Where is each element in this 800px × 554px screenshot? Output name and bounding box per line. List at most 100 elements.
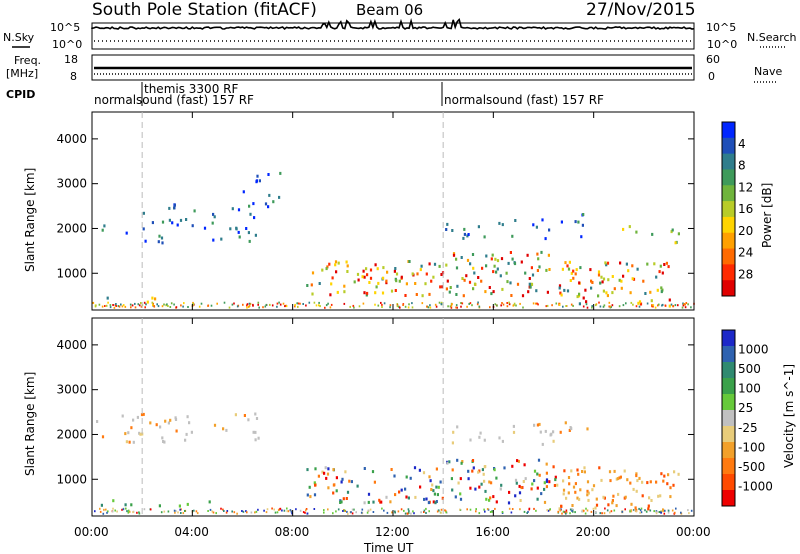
heatmap-cell	[450, 304, 453, 307]
heatmap-cell	[184, 438, 187, 442]
heatmap-cell	[568, 482, 571, 486]
colorbar-tick-label: 12	[738, 180, 753, 194]
heatmap-cell	[409, 476, 412, 480]
heatmap-cell	[192, 303, 195, 306]
heatmap-cell	[661, 304, 663, 307]
heatmap-cell	[377, 281, 380, 285]
heatmap-cell	[237, 208, 241, 212]
heatmap-cell	[660, 286, 663, 290]
heatmap-cell	[635, 472, 638, 476]
heatmap-cell	[358, 305, 361, 308]
colorbar-swatch	[722, 122, 735, 139]
heatmap-cell	[371, 470, 375, 474]
heatmap-cell	[431, 483, 434, 487]
heatmap-cell	[222, 508, 224, 511]
heatmap-cell	[619, 261, 622, 265]
heatmap-cell	[535, 289, 538, 293]
heatmap-cell	[445, 228, 448, 231]
heatmap-cell	[247, 231, 250, 235]
heatmap-cell	[420, 264, 423, 268]
heatmap-cell	[483, 508, 485, 511]
heatmap-cell	[308, 301, 311, 304]
heatmap-cell	[644, 292, 647, 295]
heatmap-cell	[452, 430, 455, 434]
heatmap-cell	[311, 271, 315, 275]
heatmap-cell	[209, 508, 212, 511]
heatmap-cell	[455, 304, 458, 307]
heatmap-cell	[242, 303, 244, 306]
heatmap-cell	[609, 305, 612, 308]
heatmap-cell	[667, 509, 670, 512]
heatmap-cell	[353, 280, 356, 284]
heatmap-cell	[467, 469, 470, 473]
heatmap-cell	[549, 508, 551, 511]
heatmap-cell	[249, 212, 252, 216]
heatmap-cell	[257, 508, 259, 511]
colorbar-tick-label: -500	[738, 460, 765, 474]
heatmap-cell	[391, 511, 393, 514]
heatmap-cell	[152, 302, 154, 305]
nsky-trace	[91, 17, 695, 30]
heatmap-cell	[415, 293, 418, 296]
heatmap-cell	[252, 430, 255, 434]
heatmap-cell	[468, 280, 472, 284]
heatmap-cell	[582, 213, 585, 216]
heatmap-cell	[610, 510, 613, 513]
colorbar-tick-label: 500	[738, 362, 761, 376]
colorbar-swatch	[722, 264, 735, 281]
heatmap-cell	[469, 262, 472, 266]
heatmap-cell	[105, 304, 108, 307]
heatmap-cell	[564, 261, 567, 265]
heatmap-cell	[254, 430, 257, 434]
heatmap-cell	[546, 304, 549, 307]
heatmap-cell	[167, 305, 169, 307]
heatmap-cell	[125, 231, 128, 235]
heatmap-cell	[429, 306, 432, 309]
heatmap-cell	[480, 482, 483, 486]
heatmap-cell	[662, 479, 665, 483]
heatmap-cell	[328, 262, 331, 266]
heatmap-cell	[591, 281, 594, 284]
heatmap-cell	[283, 509, 286, 512]
heatmap-cell	[369, 268, 373, 272]
heatmap-cell	[585, 303, 588, 306]
heatmap-cell	[519, 508, 521, 511]
heatmap-cell	[243, 414, 246, 417]
heatmap-cell	[496, 259, 500, 263]
colorbar-tick-label: -25	[738, 421, 758, 435]
heatmap-cell	[559, 291, 562, 295]
heatmap-cell	[449, 286, 452, 289]
heatmap-cell	[690, 509, 693, 512]
heatmap-cell	[602, 305, 605, 308]
heatmap-cell	[465, 274, 468, 278]
heatmap-cell	[456, 306, 458, 309]
x-axis-label: Time UT	[363, 541, 414, 554]
heatmap-cell	[508, 301, 510, 304]
heatmap-cell	[318, 301, 320, 304]
heatmap-cell	[444, 509, 447, 512]
heatmap-cell	[611, 291, 614, 295]
heatmap-cell	[362, 269, 365, 273]
heatmap-cell	[477, 225, 480, 229]
heatmap-cell	[132, 511, 134, 514]
heatmap-cell	[246, 303, 249, 306]
heatmap-cell	[564, 511, 566, 514]
heatmap-cell	[185, 432, 188, 436]
heatmap-cell	[404, 512, 407, 515]
heatmap-cell	[325, 304, 328, 307]
heatmap-cell	[492, 270, 495, 274]
heatmap-cell	[440, 511, 442, 514]
heatmap-cell	[238, 235, 241, 239]
heatmap-cell	[537, 303, 539, 306]
heatmap-cell	[164, 419, 167, 423]
heatmap-cell	[151, 296, 154, 300]
heatmap-cell	[155, 423, 158, 427]
heatmap-cell	[446, 222, 449, 226]
heatmap-cell	[231, 303, 234, 306]
heatmap-cell	[554, 475, 557, 479]
heatmap-cell	[512, 430, 516, 434]
heatmap-cell	[306, 512, 309, 515]
heatmap-cell	[367, 500, 370, 504]
heatmap-cell	[483, 438, 486, 442]
heatmap-cell	[483, 479, 486, 483]
